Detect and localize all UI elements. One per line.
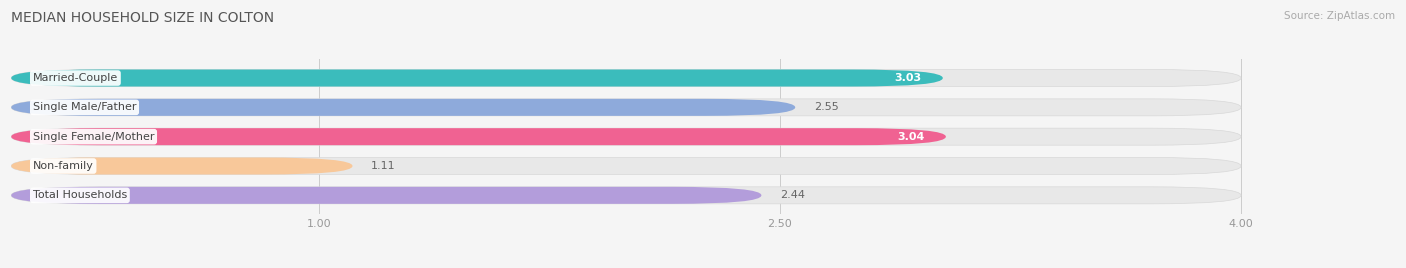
- FancyBboxPatch shape: [11, 99, 796, 116]
- FancyBboxPatch shape: [11, 99, 1241, 116]
- Text: 2.44: 2.44: [780, 190, 804, 200]
- FancyBboxPatch shape: [11, 128, 946, 145]
- Text: Total Households: Total Households: [32, 190, 127, 200]
- FancyBboxPatch shape: [11, 69, 1241, 87]
- Text: 3.03: 3.03: [894, 73, 921, 83]
- Text: MEDIAN HOUSEHOLD SIZE IN COLTON: MEDIAN HOUSEHOLD SIZE IN COLTON: [11, 11, 274, 25]
- Text: Single Female/Mother: Single Female/Mother: [32, 132, 155, 142]
- FancyBboxPatch shape: [11, 128, 1241, 145]
- FancyBboxPatch shape: [11, 187, 1241, 204]
- Text: Source: ZipAtlas.com: Source: ZipAtlas.com: [1284, 11, 1395, 21]
- FancyBboxPatch shape: [11, 158, 353, 174]
- Text: Single Male/Father: Single Male/Father: [32, 102, 136, 112]
- Text: 3.04: 3.04: [897, 132, 924, 142]
- Text: Married-Couple: Married-Couple: [32, 73, 118, 83]
- FancyBboxPatch shape: [11, 69, 943, 87]
- Text: Non-family: Non-family: [32, 161, 94, 171]
- Text: 1.11: 1.11: [371, 161, 395, 171]
- FancyBboxPatch shape: [11, 187, 762, 204]
- FancyBboxPatch shape: [11, 158, 1241, 174]
- Text: 2.55: 2.55: [814, 102, 838, 112]
